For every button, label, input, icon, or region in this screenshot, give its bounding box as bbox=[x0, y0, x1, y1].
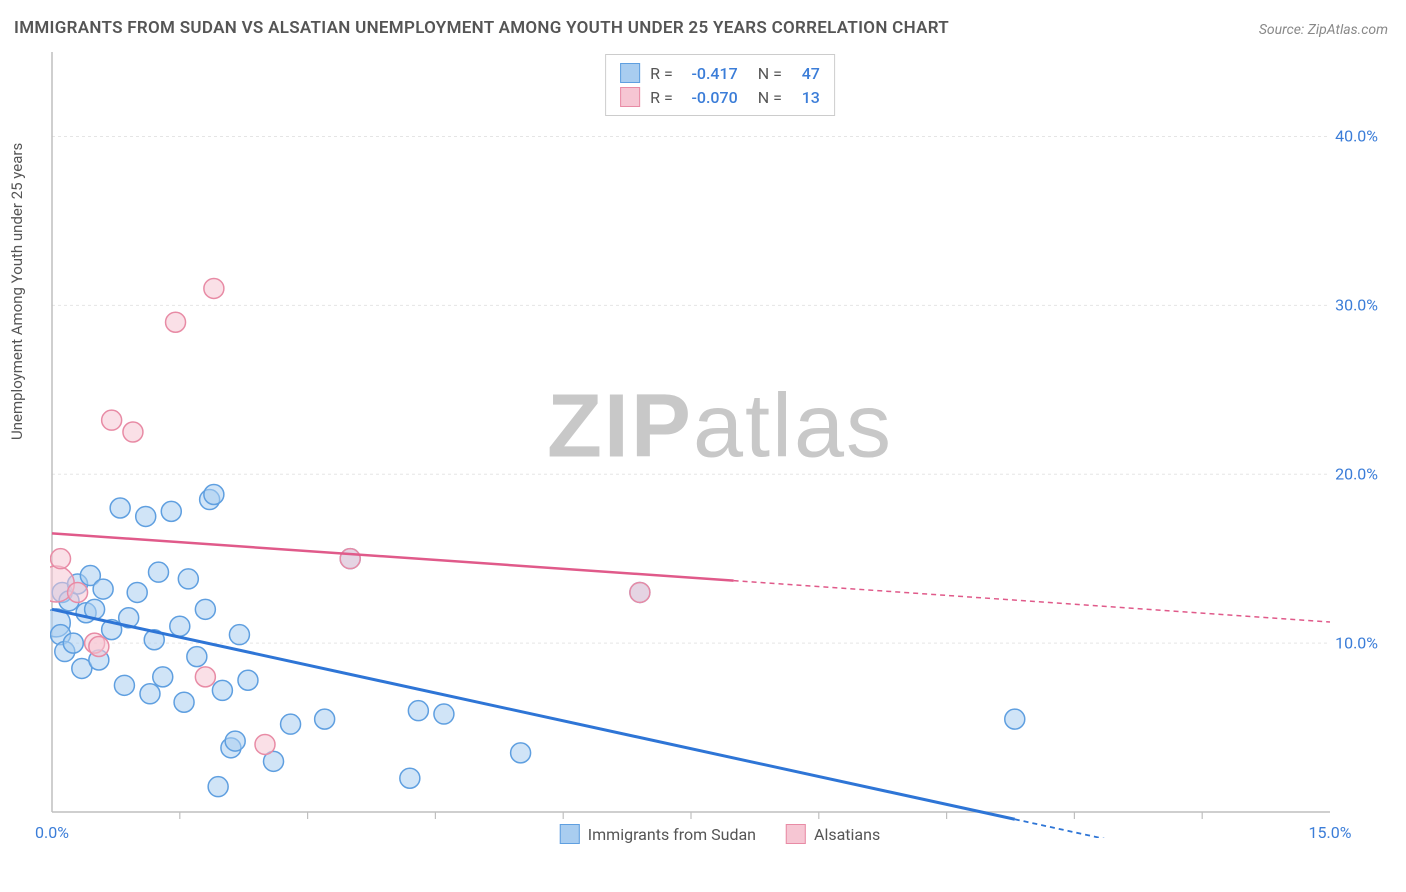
scatter-point bbox=[153, 667, 173, 687]
scatter-point bbox=[51, 549, 71, 569]
scatter-point bbox=[170, 616, 190, 636]
scatter-point bbox=[255, 734, 275, 754]
scatter-point bbox=[212, 680, 232, 700]
scatter-point bbox=[166, 312, 186, 332]
scatter-point bbox=[102, 410, 122, 430]
y-axis-label: Unemployment Among Youth under 25 years bbox=[8, 143, 26, 440]
scatter-point bbox=[1005, 709, 1025, 729]
trend-line-solid bbox=[52, 609, 1015, 819]
scatter-point bbox=[140, 684, 160, 704]
scatter-point bbox=[149, 562, 169, 582]
scatter-point bbox=[281, 714, 301, 734]
legend-swatch bbox=[786, 824, 806, 844]
scatter-point bbox=[400, 768, 420, 788]
legend-series-label: Immigrants from Sudan bbox=[588, 825, 756, 844]
r-label: R = bbox=[650, 64, 673, 83]
scatter-point bbox=[204, 278, 224, 298]
scatter-point bbox=[225, 731, 245, 751]
scatter-point bbox=[161, 501, 181, 521]
legend-series-label: Alsatians bbox=[814, 825, 880, 844]
legend-series-item: Immigrants from Sudan bbox=[560, 824, 756, 844]
scatter-point bbox=[114, 675, 134, 695]
scatter-point bbox=[630, 582, 650, 602]
x-tick-label: 0.0% bbox=[35, 823, 69, 842]
legend-swatch bbox=[620, 87, 640, 107]
scatter-svg bbox=[50, 48, 1390, 838]
legend-stats-row: R = -0.417 N = 47 bbox=[620, 61, 820, 85]
y-tick-label: 10.0% bbox=[1335, 634, 1378, 653]
scatter-point bbox=[178, 569, 198, 589]
scatter-point bbox=[123, 422, 143, 442]
scatter-point bbox=[195, 599, 215, 619]
scatter-point bbox=[127, 582, 147, 602]
trend-line-dashed bbox=[1015, 819, 1330, 838]
r-label: R = bbox=[650, 88, 673, 107]
legend-swatch bbox=[560, 824, 580, 844]
n-value: 13 bbox=[792, 88, 820, 107]
y-tick-label: 20.0% bbox=[1335, 465, 1378, 484]
source-label: Source: ZipAtlas.com bbox=[1259, 22, 1388, 38]
y-tick-label: 30.0% bbox=[1335, 296, 1378, 315]
r-value: -0.070 bbox=[683, 88, 738, 107]
scatter-point bbox=[174, 692, 194, 712]
scatter-point bbox=[204, 484, 224, 504]
scatter-point bbox=[238, 670, 258, 690]
legend-swatch bbox=[620, 63, 640, 83]
scatter-point bbox=[315, 709, 335, 729]
scatter-point bbox=[208, 777, 228, 797]
scatter-point bbox=[408, 701, 428, 721]
scatter-point bbox=[89, 636, 109, 656]
scatter-point bbox=[434, 704, 454, 724]
legend-series-item: Alsatians bbox=[786, 824, 880, 844]
scatter-point bbox=[63, 633, 83, 653]
trend-line-dashed bbox=[734, 581, 1330, 622]
scatter-point bbox=[68, 582, 88, 602]
scatter-point bbox=[511, 743, 531, 763]
n-label: N = bbox=[758, 64, 782, 83]
series-legend: Immigrants from Sudan Alsatians bbox=[560, 824, 880, 844]
plot-area: ZIPatlas R =-0.417N =47R =-0.070N =13 Im… bbox=[50, 48, 1390, 838]
scatter-point bbox=[340, 549, 360, 569]
scatter-point bbox=[195, 667, 215, 687]
scatter-point bbox=[136, 506, 156, 526]
n-label: N = bbox=[758, 88, 782, 107]
legend-stats-row: R = -0.070 N = 13 bbox=[620, 85, 820, 109]
scatter-point bbox=[110, 498, 130, 518]
n-value: 47 bbox=[792, 64, 820, 83]
chart-container: IMMIGRANTS FROM SUDAN VS ALSATIAN UNEMPL… bbox=[0, 0, 1406, 892]
r-value: -0.417 bbox=[683, 64, 738, 83]
scatter-point bbox=[187, 647, 207, 667]
y-tick-label: 40.0% bbox=[1335, 127, 1378, 146]
scatter-point bbox=[229, 625, 249, 645]
scatter-point bbox=[93, 579, 113, 599]
chart-title: IMMIGRANTS FROM SUDAN VS ALSATIAN UNEMPL… bbox=[14, 18, 949, 38]
correlation-legend: R = -0.417 N = 47 R = -0.070 N = 13 bbox=[605, 54, 835, 116]
x-tick-label: 15.0% bbox=[1309, 823, 1352, 842]
